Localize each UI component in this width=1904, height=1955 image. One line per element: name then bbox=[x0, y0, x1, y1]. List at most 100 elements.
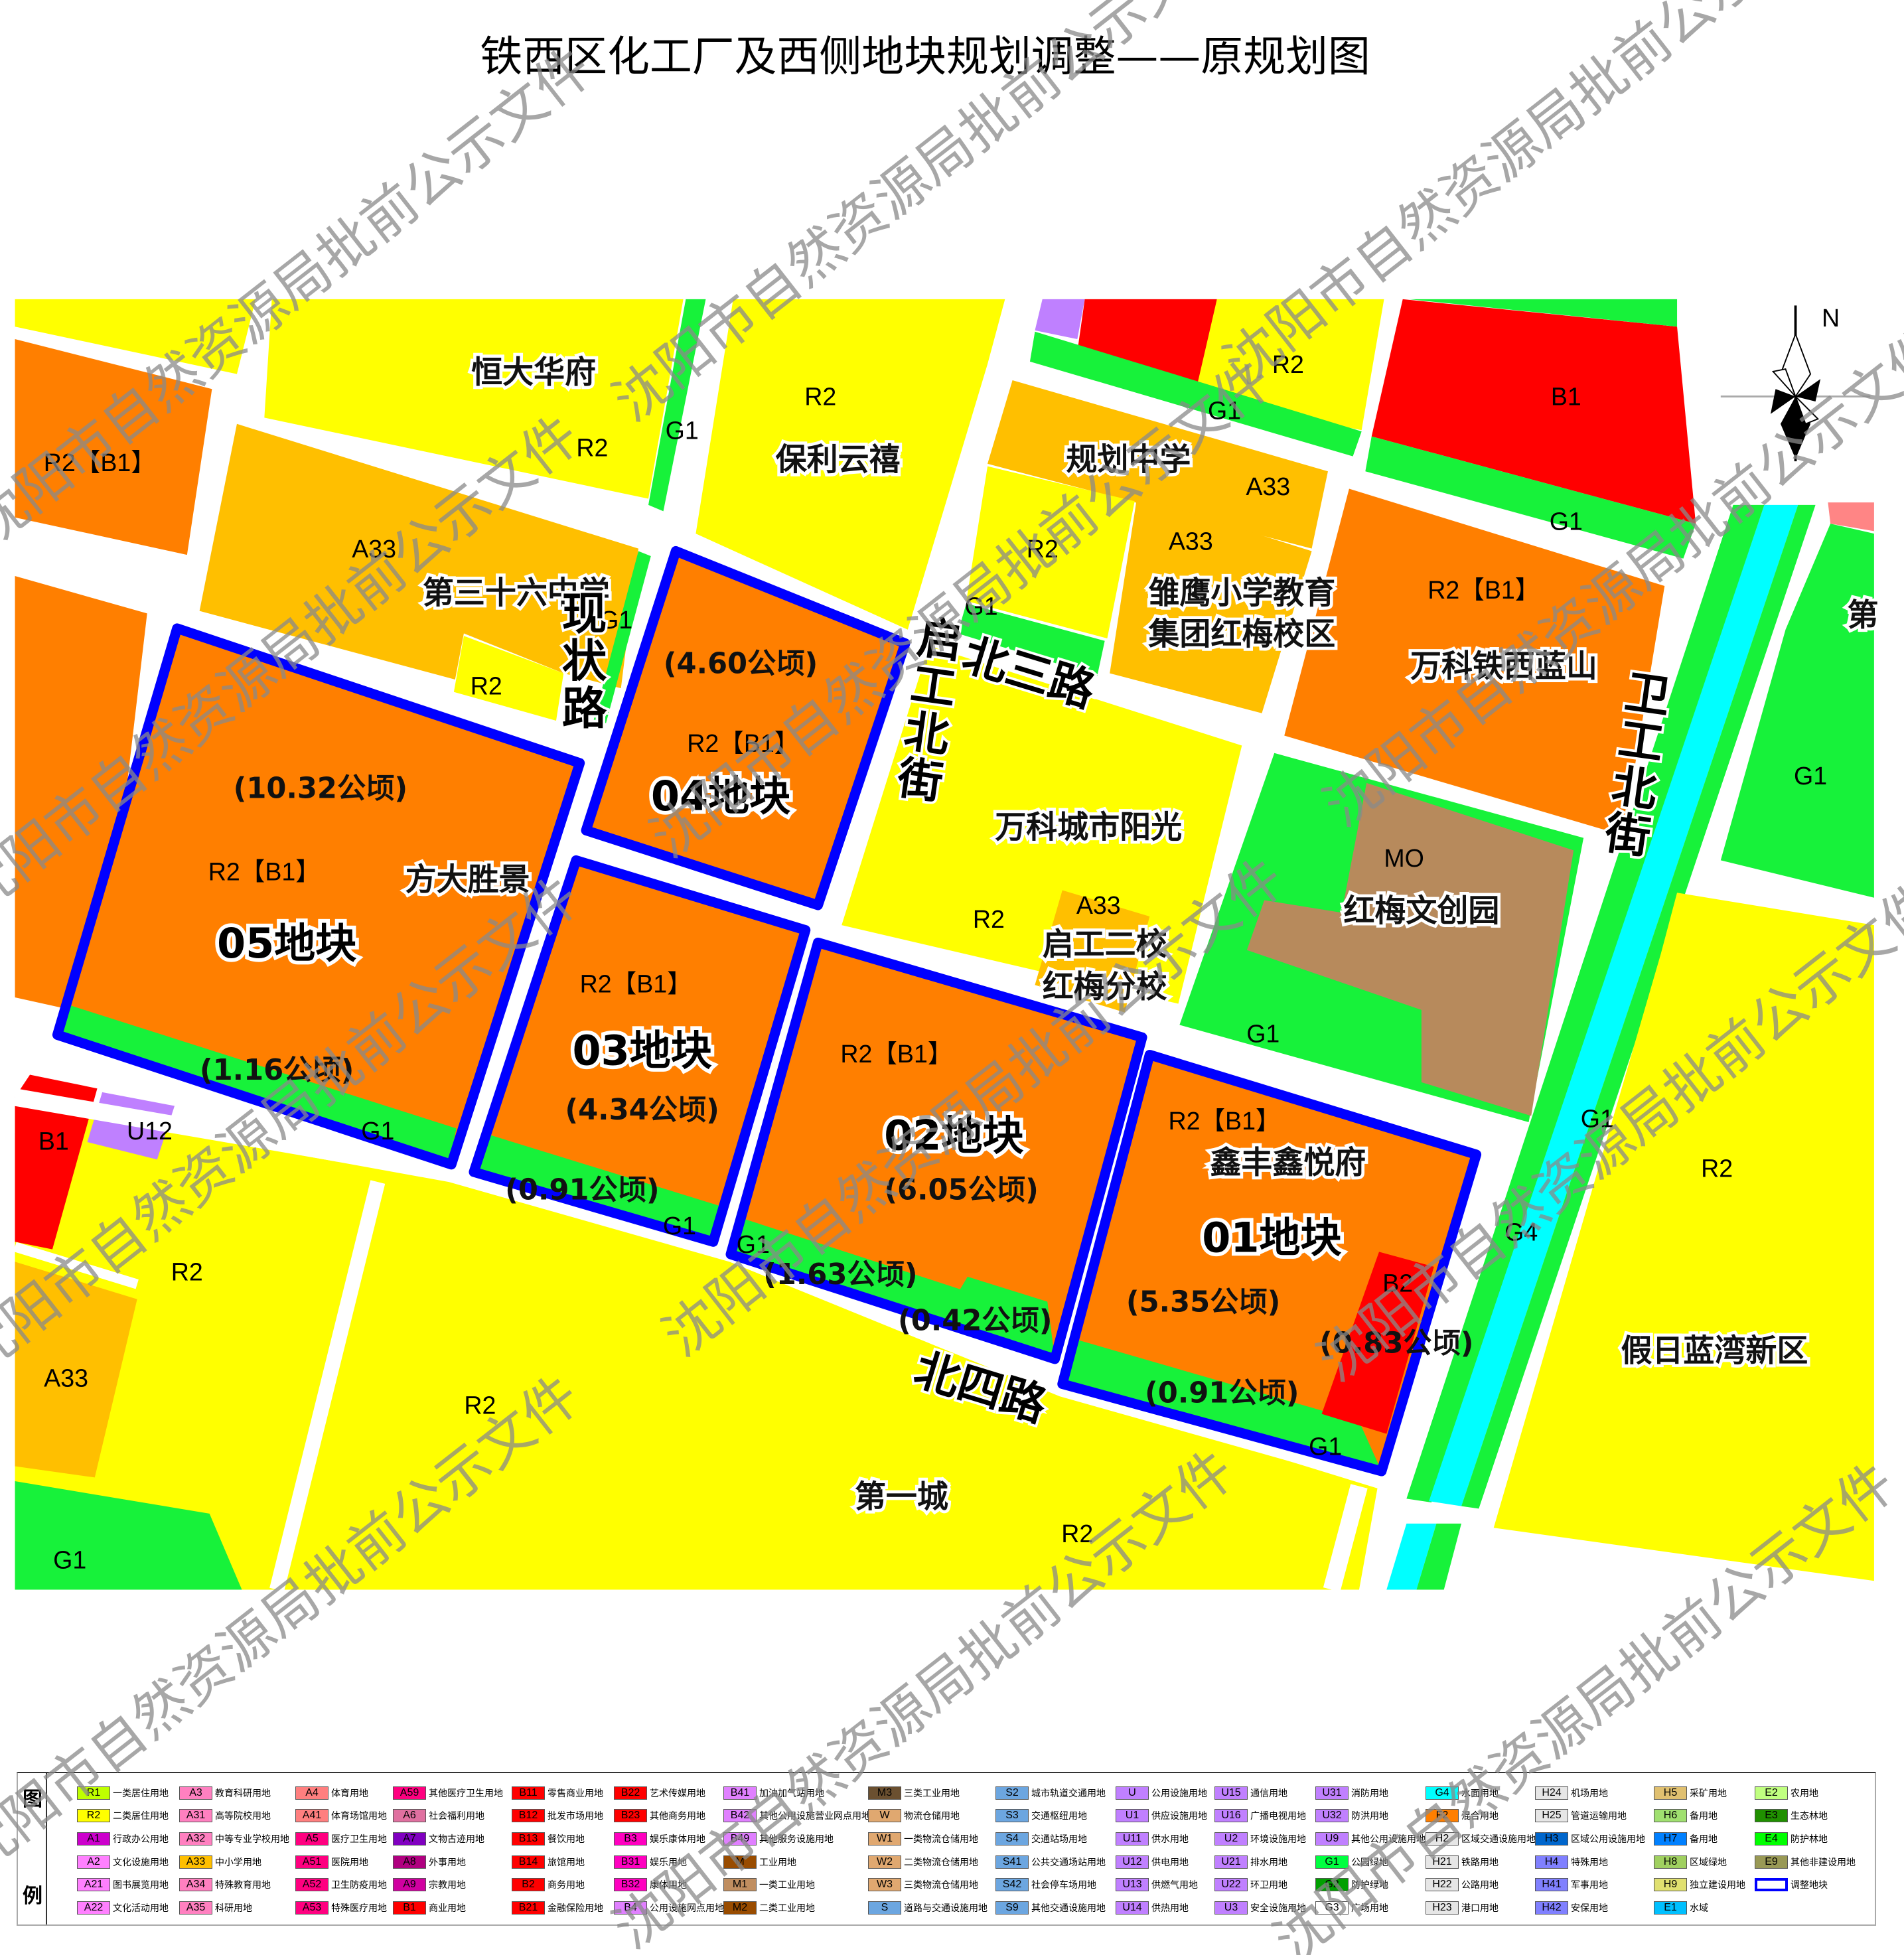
north-arrow-icon: N bbox=[1720, 304, 1871, 462]
legend-item: E3 生态林地 bbox=[1755, 1809, 1828, 1822]
legend-label: 教育科研用地 bbox=[215, 1788, 271, 1799]
legend-label: 加油加气站用地 bbox=[759, 1788, 824, 1799]
legend-item: U32 防洪用地 bbox=[1315, 1809, 1388, 1822]
legend-label: 物流仓储用地 bbox=[904, 1811, 960, 1822]
legend-swatch: B49 bbox=[723, 1832, 757, 1846]
block-g4-river bbox=[1429, 504, 1798, 1506]
legend-swatch: S3 bbox=[995, 1809, 1029, 1822]
legend-swatch: B21 bbox=[512, 1901, 545, 1915]
legend-label: 采矿用地 bbox=[1690, 1788, 1727, 1799]
parcel-name: 03地块 bbox=[572, 1027, 711, 1075]
block-chuying bbox=[1110, 496, 1312, 713]
legend-swatch: B22 bbox=[614, 1786, 647, 1800]
legend-label: 防护林地 bbox=[1791, 1834, 1828, 1845]
legend-swatch: A52 bbox=[295, 1878, 329, 1891]
block-r2b1 bbox=[15, 576, 147, 1017]
legend-swatch: H5 bbox=[1654, 1786, 1687, 1800]
legend-label: 供应设施用地 bbox=[1151, 1811, 1207, 1822]
parcel-name: 01地块 bbox=[1202, 1213, 1341, 1262]
legend-item: A7 文物古迹用地 bbox=[393, 1832, 484, 1846]
block-b1 bbox=[15, 1074, 98, 1250]
legend-label: 农用地 bbox=[1791, 1788, 1818, 1799]
block-hengda bbox=[264, 299, 684, 499]
legend-item: U13 供燃气用地 bbox=[1116, 1878, 1198, 1891]
legend-item: S3 交通枢纽用地 bbox=[995, 1809, 1087, 1822]
parcel-green-area: (1.16公顷) bbox=[200, 1054, 354, 1087]
legend-label: 特殊用地 bbox=[1571, 1857, 1608, 1868]
legend-label: 备用地 bbox=[1690, 1811, 1718, 1822]
legend-label: 公共交通场站用地 bbox=[1031, 1857, 1106, 1868]
parcel-02[interactable] bbox=[725, 937, 1147, 1364]
legend-swatch: H4 bbox=[1535, 1855, 1568, 1869]
legend-item: H23 港口用地 bbox=[1426, 1901, 1499, 1915]
code-label: G1 bbox=[1208, 396, 1241, 424]
legend-label: 批发市场用地 bbox=[548, 1811, 603, 1822]
legend-label: 区域绿地 bbox=[1690, 1857, 1727, 1868]
legend-item: H5 采矿用地 bbox=[1654, 1786, 1727, 1800]
block-vanke-lanshan bbox=[1284, 488, 1665, 835]
code-label: G1 bbox=[1794, 762, 1827, 790]
legend-label: 供热用地 bbox=[1151, 1903, 1189, 1914]
parcel-01[interactable] bbox=[1057, 1049, 1482, 1477]
block-r2 bbox=[966, 466, 1135, 638]
legend-item: S9 其他交通设施用地 bbox=[995, 1901, 1106, 1915]
legend-title-char: 图 bbox=[23, 1788, 42, 1811]
legend-label: 调整地块 bbox=[1791, 1880, 1828, 1891]
legend-item: B22 艺术传媒用地 bbox=[614, 1786, 705, 1800]
code-label: R2 bbox=[1701, 1155, 1733, 1183]
legend-swatch: A6 bbox=[393, 1809, 426, 1822]
legend-label: 二类居住用地 bbox=[113, 1811, 169, 1822]
legend-swatch: R1 bbox=[77, 1786, 110, 1800]
block-pink bbox=[1828, 502, 1874, 532]
legend-item: B21 金融保险用地 bbox=[512, 1901, 603, 1915]
legend-swatch: A31 bbox=[179, 1809, 212, 1822]
parcel-05[interactable] bbox=[52, 623, 585, 1170]
legend-swatch bbox=[1755, 1878, 1788, 1891]
legend-swatch: A1 bbox=[77, 1832, 110, 1846]
legend-swatch: B12 bbox=[512, 1809, 545, 1822]
legend-swatch: B3 bbox=[614, 1832, 647, 1846]
parcel-green-area: (0.91公顷) bbox=[505, 1173, 660, 1206]
place-label: 启工二校 bbox=[1043, 926, 1167, 963]
legend-label: 消防用地 bbox=[1351, 1788, 1388, 1799]
legend-swatch: B32 bbox=[614, 1878, 647, 1891]
parcel-04[interactable] bbox=[581, 545, 911, 910]
legend-swatch: A8 bbox=[393, 1855, 426, 1869]
place-label: 第一城 bbox=[855, 1479, 948, 1516]
legend-label: 供燃气用地 bbox=[1151, 1880, 1198, 1891]
legend-swatch: U9 bbox=[1315, 1832, 1349, 1846]
legend-label: 独立建设用地 bbox=[1690, 1880, 1745, 1891]
legend-swatch: H3 bbox=[1535, 1832, 1568, 1846]
legend-item: A59 其他医疗卫生用地 bbox=[393, 1786, 503, 1800]
legend-swatch: S bbox=[868, 1901, 901, 1915]
block-g1 bbox=[957, 603, 1105, 676]
legend-swatch: U12 bbox=[1116, 1855, 1149, 1869]
legend-label: 道路与交通设施用地 bbox=[904, 1903, 988, 1914]
legend-label: 中等专业学校用地 bbox=[215, 1834, 289, 1845]
legend-item: S4 交通站场用地 bbox=[995, 1832, 1087, 1846]
legend-item: U12 供电用地 bbox=[1116, 1855, 1189, 1869]
legend-label: 生态林地 bbox=[1791, 1811, 1828, 1822]
code-label: R2 bbox=[171, 1258, 203, 1286]
legend-item: A3 教育科研用地 bbox=[179, 1786, 271, 1800]
code-label: A33 bbox=[352, 535, 396, 563]
legend-label: 备用地 bbox=[1690, 1834, 1718, 1845]
block-g1 bbox=[1461, 504, 1816, 1509]
legend-item: S41 公共交通场站用地 bbox=[995, 1855, 1106, 1869]
legend-item: G3 广场用地 bbox=[1315, 1901, 1388, 1915]
block-g1 bbox=[1416, 1523, 1462, 1590]
legend-label: 港口用地 bbox=[1461, 1903, 1499, 1914]
legend-item: B12 批发市场用地 bbox=[512, 1809, 603, 1822]
legend-item: A35 科研用地 bbox=[179, 1901, 252, 1915]
code-label: R2 bbox=[1061, 1520, 1093, 1548]
legend-label: 体育场馆用地 bbox=[331, 1811, 387, 1822]
legend-item: G4 水面用地 bbox=[1426, 1786, 1499, 1800]
legend-swatch: B13 bbox=[512, 1832, 545, 1846]
legend-item: E1 水域 bbox=[1654, 1901, 1708, 1915]
map-area bbox=[13, 299, 1875, 1599]
legend-swatch: S4 bbox=[995, 1832, 1029, 1846]
block-g1 bbox=[1365, 436, 1696, 559]
parcel-03[interactable] bbox=[469, 855, 811, 1247]
legend-label: 体育用地 bbox=[331, 1788, 368, 1799]
